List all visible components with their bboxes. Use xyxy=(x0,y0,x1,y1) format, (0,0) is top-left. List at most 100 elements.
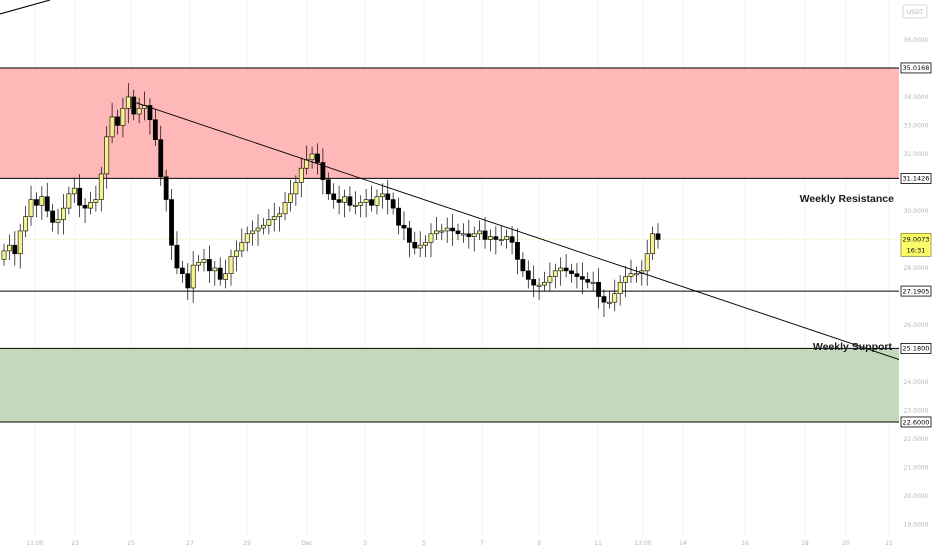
candle-45[interactable] xyxy=(244,226,250,252)
candle-93[interactable] xyxy=(504,229,510,249)
candle-1[interactable] xyxy=(7,234,12,261)
candle-77[interactable] xyxy=(417,231,423,258)
time-axis[interactable]: 11:00 23 25 27 29 Dec 3 5 7 9 11 13:00 14 16 18 20 21 xyxy=(0,536,932,550)
candle-94[interactable] xyxy=(509,226,515,255)
candle-116[interactable] xyxy=(628,259,634,283)
candle-70[interactable] xyxy=(379,183,385,209)
candle-109[interactable] xyxy=(590,271,596,292)
candle-35[interactable] xyxy=(190,251,196,303)
candle-108[interactable] xyxy=(585,272,591,289)
candle-74[interactable] xyxy=(401,211,407,241)
candle-22[interactable] xyxy=(120,97,126,138)
candle-48[interactable] xyxy=(261,218,266,235)
candle-105[interactable] xyxy=(569,263,574,283)
candle-76[interactable] xyxy=(412,231,418,255)
candle-110[interactable] xyxy=(596,268,601,309)
candle-83[interactable] xyxy=(450,214,456,246)
candle-99[interactable] xyxy=(536,277,542,300)
candle-72[interactable] xyxy=(390,192,396,215)
trendline[interactable] xyxy=(135,102,932,372)
candle-13[interactable] xyxy=(71,177,77,203)
candle-8[interactable] xyxy=(44,182,50,218)
candle-41[interactable] xyxy=(223,259,229,289)
candle-3[interactable] xyxy=(17,223,23,269)
candle-107[interactable] xyxy=(579,262,585,295)
candle-85[interactable] xyxy=(461,223,466,243)
candle-73[interactable] xyxy=(396,197,401,235)
currency-unit-box[interactable] xyxy=(902,4,928,19)
candle-86[interactable] xyxy=(466,219,472,249)
candle-20[interactable] xyxy=(109,102,115,144)
candle-78[interactable] xyxy=(423,235,428,258)
candle-117[interactable] xyxy=(633,266,639,283)
candle-112[interactable] xyxy=(606,291,612,309)
candle-59[interactable] xyxy=(320,148,326,195)
candle-6[interactable] xyxy=(34,192,39,218)
support-zone[interactable] xyxy=(0,348,899,422)
candle-71[interactable] xyxy=(385,179,391,215)
candle-58[interactable] xyxy=(315,143,320,175)
candle-5[interactable] xyxy=(28,185,34,226)
candle-38[interactable] xyxy=(206,245,212,283)
candle-29[interactable] xyxy=(158,125,164,186)
candle-42[interactable] xyxy=(228,249,234,286)
candle-49[interactable] xyxy=(266,208,272,235)
candle-24[interactable] xyxy=(131,89,137,121)
candle-23[interactable] xyxy=(125,82,131,124)
candle-21[interactable] xyxy=(115,109,120,135)
candle-17[interactable] xyxy=(93,185,99,212)
candle-31[interactable] xyxy=(169,189,174,261)
candle-60[interactable] xyxy=(325,172,331,201)
candle-46[interactable] xyxy=(250,220,256,246)
candle-27[interactable] xyxy=(147,98,153,135)
candle-91[interactable] xyxy=(493,226,499,255)
candle-63[interactable] xyxy=(342,189,347,218)
candle-102[interactable] xyxy=(552,263,558,289)
candle-4[interactable] xyxy=(23,206,29,238)
candle-64[interactable] xyxy=(347,186,353,212)
candle-15[interactable] xyxy=(82,198,88,223)
candle-87[interactable] xyxy=(471,226,477,252)
candle-119[interactable] xyxy=(644,239,650,286)
candle-34[interactable] xyxy=(185,263,191,300)
candle-55[interactable] xyxy=(298,157,304,198)
candle-9[interactable] xyxy=(50,203,56,232)
candle-33[interactable] xyxy=(179,260,185,283)
candle-32[interactable] xyxy=(174,231,180,275)
candle-43[interactable] xyxy=(234,240,239,272)
candle-82[interactable] xyxy=(444,217,450,243)
candle-81[interactable] xyxy=(439,223,445,241)
candle-111[interactable] xyxy=(601,289,607,318)
candle-115[interactable] xyxy=(623,266,628,298)
candle-84[interactable] xyxy=(455,223,461,241)
candle-113[interactable] xyxy=(612,279,618,312)
candle-104[interactable] xyxy=(563,254,569,278)
candle-25[interactable] xyxy=(136,97,142,124)
candle-90[interactable] xyxy=(488,229,493,252)
candle-98[interactable] xyxy=(531,265,537,298)
candle-19[interactable] xyxy=(104,126,110,189)
candle-68[interactable] xyxy=(369,185,374,212)
candle-30[interactable] xyxy=(163,169,169,212)
candle-100[interactable] xyxy=(542,271,547,292)
price-axis[interactable]: USDT 36.0000 35.0168 34.0000 33.0000 32.0000… xyxy=(899,0,932,550)
candle-16[interactable] xyxy=(88,191,93,215)
candle-97[interactable] xyxy=(525,260,531,289)
candle-96[interactable] xyxy=(520,252,526,278)
candle-69[interactable] xyxy=(374,189,380,215)
candle-12[interactable] xyxy=(66,186,72,215)
resistance-zone[interactable] xyxy=(0,67,899,179)
candle-79[interactable] xyxy=(428,223,434,258)
candle-44[interactable] xyxy=(239,228,245,258)
candle-57[interactable] xyxy=(309,146,315,169)
candle-0[interactable] xyxy=(1,243,7,266)
candle-65[interactable] xyxy=(352,191,358,215)
candle-18[interactable] xyxy=(98,166,104,212)
candle-54[interactable] xyxy=(293,175,299,206)
candle-50[interactable] xyxy=(271,202,277,232)
candle-39[interactable] xyxy=(212,260,218,286)
candle-80[interactable] xyxy=(433,216,439,241)
candle-67[interactable] xyxy=(363,189,369,218)
candle-120[interactable] xyxy=(650,226,655,261)
